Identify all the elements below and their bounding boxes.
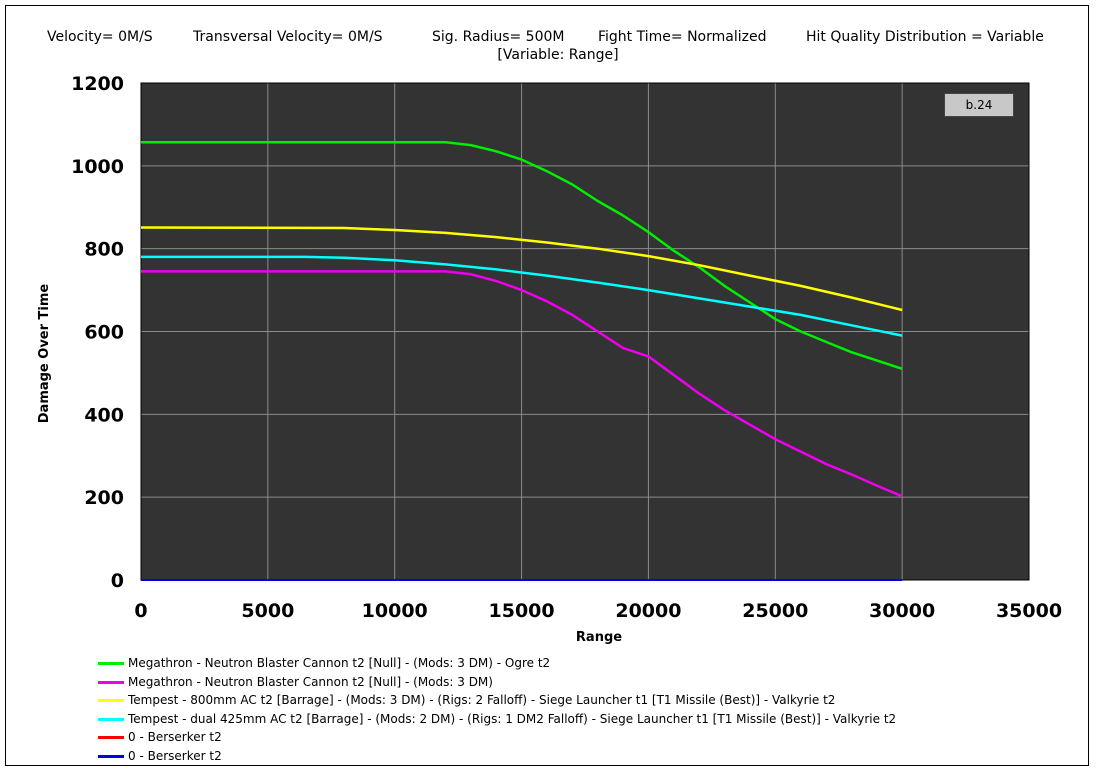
x-tick-label: 25000 [742, 600, 808, 622]
transversal-velocity-label: Transversal Velocity= 0M/S [193, 29, 383, 45]
y-tick-label: 0 [111, 570, 124, 592]
hit-quality-label: Hit Quality Distribution = Variable [806, 29, 1044, 45]
legend-item: Megathron - Neutron Blaster Cannon t2 [N… [98, 654, 896, 673]
y-tick-label: 200 [84, 487, 124, 509]
legend-item: Megathron - Neutron Blaster Cannon t2 [N… [98, 673, 896, 692]
legend-label: Megathron - Neutron Blaster Cannon t2 [N… [128, 674, 493, 689]
x-tick-label: 35000 [996, 600, 1062, 622]
legend-swatch [98, 680, 124, 684]
legend-item: Tempest - dual 425mm AC t2 [Barrage] - (… [98, 710, 896, 729]
y-axis-label: Damage Over Time [37, 284, 52, 424]
legend-swatch [98, 736, 124, 740]
legend-label: Tempest - 800mm AC t2 [Barrage] - (Mods:… [128, 693, 836, 708]
series-line-3 [140, 226, 903, 312]
x-tick-label: 10000 [362, 600, 428, 622]
velocity-label: Velocity= 0M/S [47, 29, 153, 45]
legend-label: 0 - Berserker t2 [128, 748, 222, 763]
legend-swatch [98, 699, 124, 703]
series-line-1 [141, 140, 903, 370]
legend-label: Megathron - Neutron Blaster Cannon t2 [N… [128, 656, 551, 670]
x-tick-label: 20000 [615, 600, 681, 622]
y-tick-label: 1200 [71, 73, 124, 95]
y-tick-label: 600 [84, 322, 124, 344]
legend-label: 0 - Berserker t2 [128, 730, 222, 745]
legend-swatch [98, 662, 124, 665]
legend-item: Tempest - 800mm AC t2 [Barrage] - (Mods:… [98, 691, 896, 710]
x-tick-label: 0 [134, 600, 147, 622]
x-axis-label: Range [576, 630, 622, 645]
y-tick-label: 1000 [71, 156, 124, 178]
legend-item: 0 - Berserker t2 [98, 728, 896, 747]
y-tick-label: 400 [84, 404, 124, 426]
x-tick-label: 15000 [489, 600, 555, 622]
y-tick-label: 800 [84, 239, 124, 261]
series-line-4 [141, 255, 903, 337]
legend-swatch [98, 717, 124, 721]
fight-time-label: Fight Time= Normalized [598, 29, 767, 45]
legend-swatch [98, 754, 124, 758]
legend-item: 0 - Berserker t2 [98, 747, 896, 766]
chart-legend: Megathron - Neutron Blaster Cannon t2 [N… [98, 654, 896, 766]
x-tick-label: 30000 [869, 600, 935, 622]
version-badge: b.24 [944, 93, 1014, 117]
x-tick-label: 5000 [241, 600, 294, 622]
chart-subtitle: [Variable: Range] [497, 47, 619, 63]
signature-radius-label: Sig. Radius= 500M [432, 29, 565, 45]
series-line-2 [141, 270, 903, 498]
legend-label: Tempest - dual 425mm AC t2 [Barrage] - (… [128, 711, 897, 726]
